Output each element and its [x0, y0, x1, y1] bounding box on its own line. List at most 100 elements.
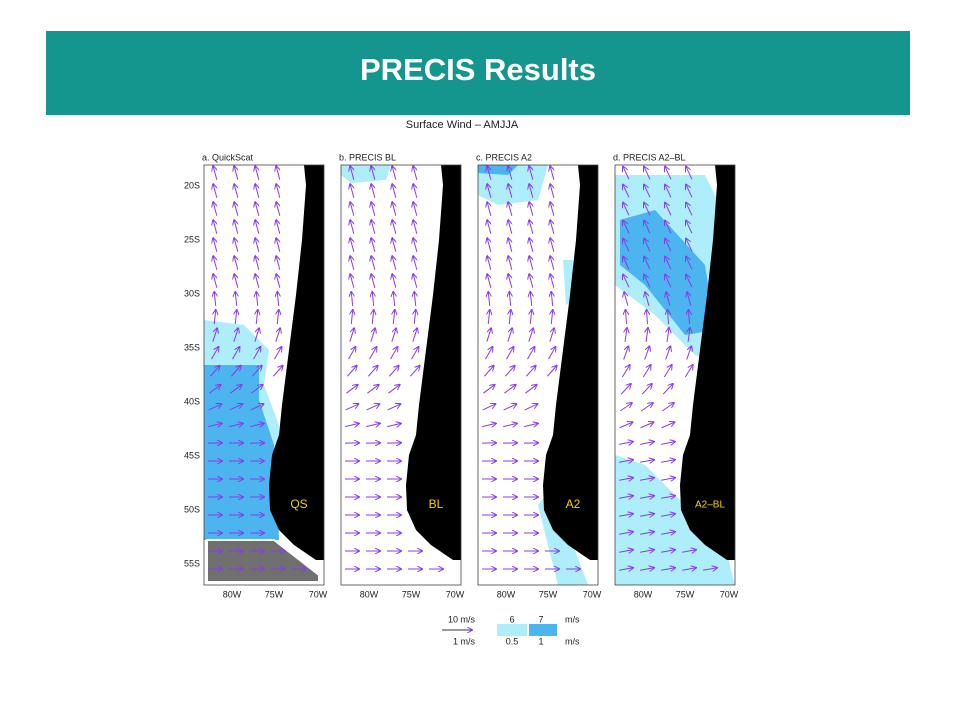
- wind-vector: [351, 292, 352, 307]
- wind-vector: [214, 310, 215, 325]
- wind-vector: [392, 256, 396, 270]
- wind-vector: [213, 238, 217, 252]
- legend-vector-label: 1 m/s: [453, 636, 476, 646]
- wind-vector: [230, 366, 240, 377]
- lon-label: 70W: [720, 589, 739, 599]
- wind-vector: [392, 238, 396, 252]
- panel-tag: A2–BL: [695, 500, 725, 511]
- panel-frame: [614, 164, 736, 586]
- legend-swatch: [497, 624, 527, 636]
- wind-vector: [487, 256, 491, 270]
- wind-vector: [530, 310, 531, 325]
- wind-vector: [372, 310, 373, 325]
- wind-vector: [626, 310, 627, 325]
- lon-label: 75W: [265, 589, 284, 599]
- wind-vector: [662, 384, 673, 395]
- wind-vector: [392, 274, 396, 288]
- wind-vector: [525, 385, 536, 394]
- wind-vector: [647, 310, 648, 325]
- legend-label: 1: [538, 636, 543, 646]
- wind-vector: [487, 274, 491, 288]
- wind-vector: [661, 422, 675, 429]
- wind-vector: [642, 365, 650, 378]
- wind-vector: [550, 202, 554, 216]
- wind-vector: [508, 238, 512, 252]
- wind-vector: [619, 442, 633, 445]
- wind-vector: [387, 423, 401, 426]
- wind-vector: [371, 166, 375, 180]
- wind-vector: [619, 514, 633, 516]
- wind-vector: [640, 478, 654, 480]
- wind-vector: [255, 220, 259, 234]
- panel-frame: [340, 164, 462, 586]
- wind-vector: [623, 239, 630, 252]
- wind-vector: [367, 385, 378, 394]
- wind-vector: [524, 404, 538, 411]
- wind-vector: [250, 423, 264, 426]
- wind-vector: [686, 203, 693, 216]
- wind-vector: [550, 274, 554, 288]
- wind-vector: [413, 274, 417, 288]
- wind-vector: [661, 442, 675, 445]
- wind-vector: [620, 384, 631, 395]
- wind-vector: [550, 166, 554, 180]
- legend-swatch: [529, 624, 557, 636]
- shading: [478, 165, 548, 205]
- lon-label: 70W: [583, 589, 602, 599]
- wind-vector: [640, 442, 654, 445]
- wind-vector: [213, 184, 217, 198]
- wind-vector: [508, 274, 512, 288]
- wind-vector: [682, 550, 696, 552]
- wind-vector: [665, 221, 672, 234]
- wind-vector: [644, 167, 651, 180]
- map-panel: c. PRECIS A2 A2 80W 75W 70W: [476, 152, 602, 599]
- legend-vector-label: 10 m/s: [448, 614, 476, 624]
- lon-label: 75W: [539, 589, 558, 599]
- wind-vector: [350, 166, 354, 180]
- wind-vector: [507, 328, 512, 342]
- wind-vector: [413, 256, 417, 270]
- wind-vector: [686, 275, 693, 288]
- wind-vector: [482, 423, 496, 426]
- wind-vector: [388, 366, 398, 377]
- wind-vector: [230, 385, 241, 394]
- panel-tag: BL: [429, 497, 444, 511]
- land: [406, 165, 461, 560]
- wind-vector: [619, 532, 633, 534]
- lon-label: 70W: [309, 589, 328, 599]
- map-panel: a. QuickScat QS 80W 75W 70W: [202, 152, 328, 599]
- wind-vector: [509, 292, 510, 307]
- wind-vector: [392, 166, 396, 180]
- wind-vector: [276, 238, 280, 252]
- wind-vector: [529, 238, 533, 252]
- wind-vector: [661, 403, 673, 412]
- wind-vector: [234, 184, 238, 198]
- wind-vector: [668, 310, 669, 325]
- wind-vector: [351, 310, 352, 325]
- wind-vector: [703, 568, 717, 570]
- wind-vector: [209, 366, 219, 377]
- wind-vector: [276, 274, 280, 288]
- wind-vector: [506, 347, 514, 360]
- wind-vector: [623, 257, 630, 270]
- wind-vector: [640, 514, 654, 516]
- wind-vector: [229, 423, 243, 426]
- wind-vector: [644, 257, 651, 270]
- wind-vector: [661, 514, 675, 516]
- header-bar: [46, 31, 910, 115]
- wind-vector: [369, 347, 377, 360]
- wind-vector: [213, 166, 217, 180]
- wind-vector: [686, 167, 693, 180]
- wind-vector: [234, 166, 238, 180]
- wind-vector: [255, 256, 259, 270]
- wind-vector: [250, 404, 264, 411]
- wind-vector: [641, 384, 652, 395]
- wind-vector: [233, 328, 238, 342]
- panel-frame: [477, 164, 599, 586]
- wind-vector: [529, 166, 533, 180]
- wind-vector: [508, 184, 512, 198]
- wind-vector: [504, 366, 514, 377]
- wind-vector: [346, 366, 356, 377]
- wind-vector: [529, 220, 533, 234]
- wind-vector: [619, 550, 633, 552]
